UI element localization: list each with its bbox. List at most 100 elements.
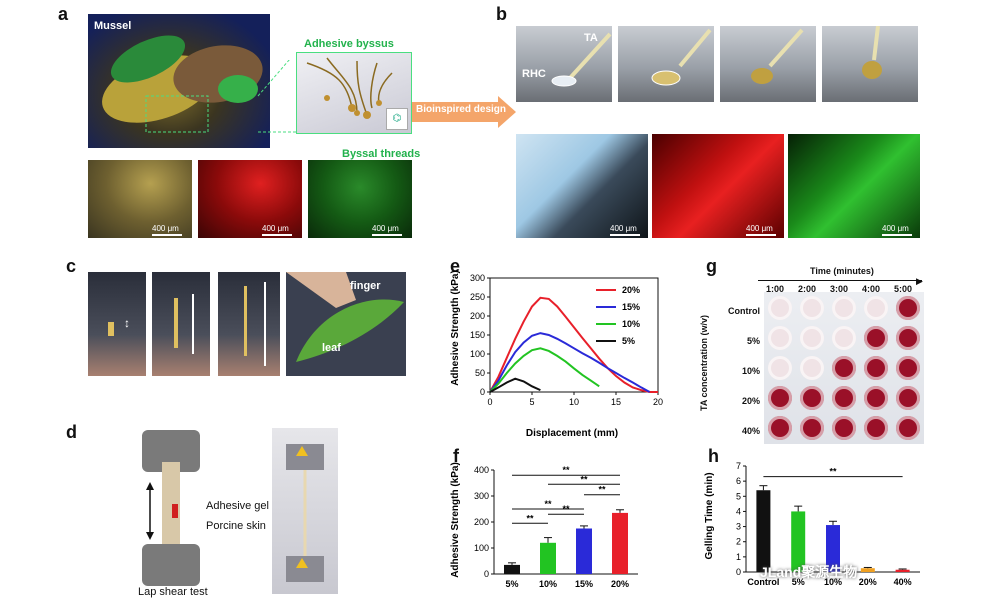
g-row-label: 20% — [741, 396, 760, 406]
g-row-label: 40% — [741, 426, 760, 436]
vial-gelled — [800, 416, 824, 440]
scale-label-b1: 400 μm — [610, 224, 637, 233]
e-plot-frame — [489, 277, 659, 393]
f-ytick-label: 0 — [484, 569, 489, 579]
h-ytick-label: 6 — [736, 476, 741, 486]
scale-label-a1: 400 μm — [152, 224, 179, 233]
f-sig-label: ** — [580, 474, 588, 484]
mixing-step-2 — [618, 26, 714, 102]
f-sig-label: ** — [562, 465, 570, 475]
e-legend-label: 5% — [622, 336, 635, 346]
byssus-red-fluorescence — [198, 160, 302, 238]
pipette-drawing — [551, 32, 612, 87]
e-xtick-label: 20 — [653, 397, 663, 407]
f-bar-20% — [612, 512, 628, 574]
e-ylabel: Adhesive Strength (kPa) — [450, 270, 461, 386]
tester-drawing — [286, 444, 324, 582]
vial-liquid — [768, 326, 792, 350]
fiber-brightfield — [516, 134, 648, 238]
e-xtick-label: 5 — [529, 397, 534, 407]
e-ytick-label: 250 — [470, 292, 485, 302]
vial-liquid — [800, 356, 824, 380]
f-bar-15% — [576, 528, 592, 574]
tensile-tester-photo — [272, 428, 338, 594]
h-bar-Control — [756, 490, 771, 572]
vial-gelled — [896, 356, 920, 380]
scale-label-a3: 400 μm — [372, 224, 399, 233]
vial-gelled — [896, 416, 920, 440]
scale-bar-a2 — [262, 234, 292, 236]
scale-bar-a3 — [372, 234, 402, 236]
zoom-guide-lines — [257, 60, 296, 133]
f-bar-5% — [504, 564, 520, 574]
rhc-label: RHC — [522, 68, 546, 80]
gel-strand — [108, 322, 114, 336]
gel-formation-drawing — [751, 28, 804, 84]
scale-label-b3: 400 μm — [882, 224, 909, 233]
h-xtick-label: 20% — [859, 577, 877, 587]
h-xtick-label: 5% — [792, 577, 805, 587]
ta-label: TA — [584, 32, 598, 44]
g-time-label: 2:00 — [798, 284, 817, 294]
gel-lifting-drawing — [862, 26, 882, 79]
h-bar-10% — [826, 525, 840, 572]
vial-gelled — [768, 416, 792, 440]
stretch-arrow-icon — [264, 282, 266, 366]
scale-bar-b3 — [882, 234, 912, 236]
h-bar-40% — [895, 569, 910, 572]
adhesive-gel-label: Adhesive gel — [206, 500, 269, 512]
watermark-text: JLand聚源生物 — [760, 564, 858, 580]
h-ytick-label: 1 — [736, 552, 741, 562]
f-sig-label: ** — [544, 499, 552, 509]
panel-label-f: f — [453, 446, 459, 466]
f-ylabel: Adhesive Strength (kPa) — [450, 462, 461, 578]
byssus-brightfield — [88, 160, 192, 238]
panel-label-b: b — [496, 4, 507, 24]
scale-label-a2: 400 μm — [262, 224, 289, 233]
vial-gelled — [832, 416, 856, 440]
h-bar-20% — [860, 568, 875, 572]
g-time-title: Time (minutes) — [810, 266, 874, 276]
droplet-drawing — [651, 28, 712, 86]
vial-gelled — [800, 386, 824, 410]
f-ytick-label: 100 — [474, 543, 489, 553]
e-series-line-10% — [489, 347, 600, 393]
molecule-icon: ⌬ — [386, 108, 408, 130]
e-legend-label: 10% — [622, 319, 640, 329]
vial-liquid — [800, 296, 824, 320]
f-sig-label: ** — [598, 485, 606, 495]
panel-label-h: h — [708, 446, 719, 466]
e-legend-label: 20% — [622, 285, 640, 295]
h-ytick-label: 4 — [736, 506, 741, 516]
f-xtick-label: 20% — [611, 579, 629, 589]
vial-gelled — [832, 356, 856, 380]
e-ytick-label: 100 — [470, 349, 485, 359]
panel-label-c: c — [66, 256, 77, 276]
g-time-label: 4:00 — [862, 284, 881, 294]
lap-shear-diagram — [142, 430, 200, 586]
panel-label-g: g — [706, 256, 717, 276]
mixing-step-3 — [720, 26, 816, 102]
e-ytick-label: 50 — [475, 368, 485, 378]
e-ytick-label: 0 — [480, 387, 485, 397]
h-xtick-label: Control — [747, 577, 779, 587]
f-xtick-label: 15% — [575, 579, 593, 589]
stretch-arrow-icon — [192, 294, 194, 354]
h-ytick-label: 2 — [736, 537, 741, 547]
leaf-drawing — [286, 272, 404, 362]
vial-panel: Time (minutes) ▶ 1:00 2:00 3:00 4:00 5:00 Co… — [699, 266, 928, 446]
byssal-threads-label: Byssal threads — [342, 148, 421, 160]
g-time-label: 5:00 — [894, 284, 913, 294]
g-time-label: 1:00 — [766, 284, 785, 294]
panel-label-d: d — [66, 422, 77, 442]
g-ylabel: TA concentration (w/v) — [699, 314, 710, 412]
f-sig-label: ** — [562, 504, 570, 514]
gel-strand — [174, 298, 178, 348]
vial-liquid — [800, 326, 824, 350]
h-ytick-label: 3 — [736, 522, 741, 532]
f-ytick-label: 300 — [474, 491, 489, 501]
e-ytick-label: 150 — [470, 330, 485, 340]
vial-gelled — [768, 386, 792, 410]
adhesive-byssus-label: Adhesive byssus — [304, 38, 394, 50]
finger-label: finger — [350, 280, 381, 292]
